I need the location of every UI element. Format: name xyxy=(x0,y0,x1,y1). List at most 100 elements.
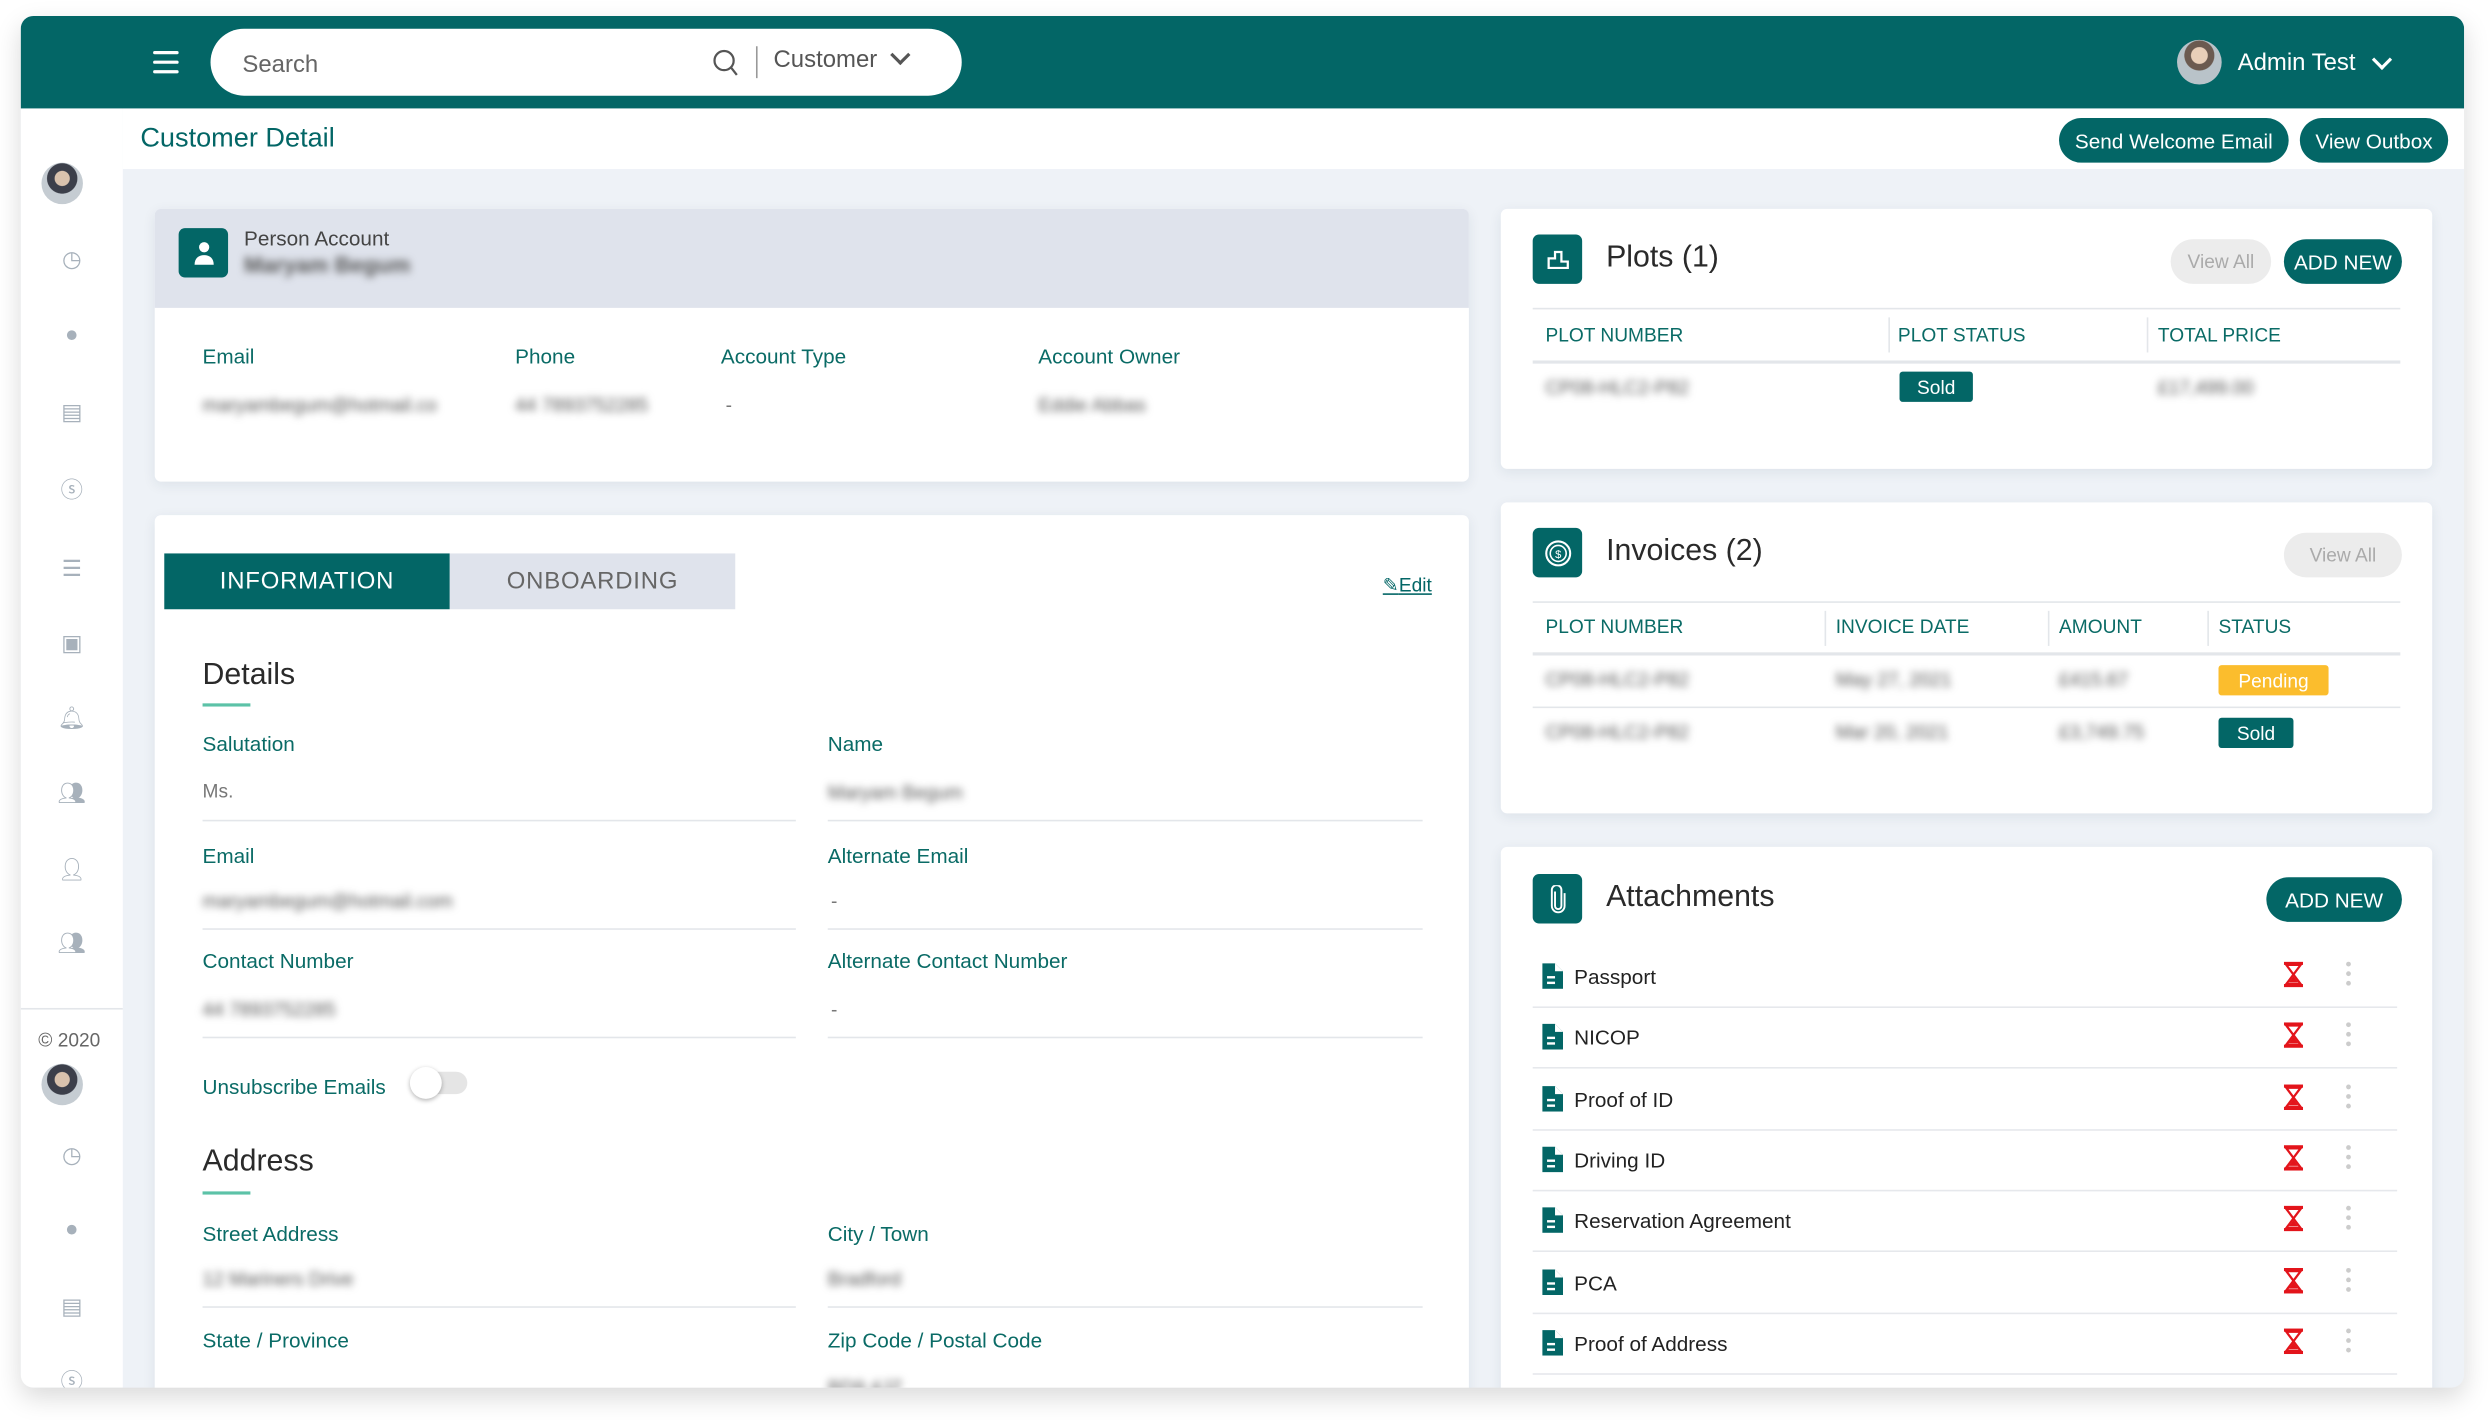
more-options-icon[interactable] xyxy=(2346,1022,2352,1052)
attachment-row: Proof of ID xyxy=(1532,1068,2398,1131)
pencil-icon: ✎ xyxy=(1382,574,1399,597)
hourglass-icon xyxy=(2283,1328,2304,1354)
attachment-name[interactable]: Passport xyxy=(1574,964,1657,989)
bell-icon[interactable]: 🔔︎ xyxy=(57,704,86,730)
attachment-name[interactable]: Reservation Agreement xyxy=(1574,1209,1791,1234)
contact-number-value: 44 7893752285 xyxy=(202,998,336,1021)
field-label: Account Owner xyxy=(1038,344,1181,369)
more-options-icon[interactable] xyxy=(2346,1328,2352,1357)
email-label: Email xyxy=(202,843,255,868)
plot-number[interactable]: CP08-HLC2-P82 xyxy=(1545,720,1690,744)
invoice-amount: £415.67 xyxy=(2059,668,2129,691)
team-icon[interactable]: 👥︎ xyxy=(57,929,86,955)
sidebar-avatar[interactable] xyxy=(41,1063,83,1106)
status-badge: Pending xyxy=(2218,665,2329,696)
account-type-label: Person Account xyxy=(244,226,390,251)
search-icon[interactable] xyxy=(713,49,739,76)
plot-number[interactable]: CP08-HLC2-P82 xyxy=(1545,376,1690,399)
search-scope-dropdown[interactable]: Customer xyxy=(774,44,911,73)
document-icon xyxy=(1542,1207,1564,1234)
clock-icon[interactable]: ◷ xyxy=(62,1141,82,1167)
dollar-icon[interactable]: ⓢ xyxy=(60,1368,83,1388)
attachment-name[interactable]: Proof of Address xyxy=(1574,1331,1728,1356)
users-icon[interactable]: ● xyxy=(65,1215,79,1241)
unsubscribe-label: Unsubscribe Emails xyxy=(202,1074,386,1099)
sidebar-avatar[interactable] xyxy=(41,162,83,205)
account-owner-value: Eddie Abbas xyxy=(1038,393,1146,417)
clock-icon[interactable]: ◷ xyxy=(62,244,82,271)
city-value: Bradford xyxy=(827,1267,902,1291)
invoices-title: Invoices (2) xyxy=(1606,534,1763,568)
unsubscribe-toggle[interactable] xyxy=(409,1066,468,1099)
email-value: maryambegum@hotmail.com xyxy=(202,889,453,913)
column-header: PLOT STATUS xyxy=(1897,323,2026,347)
attachment-row: NICOP xyxy=(1532,1007,2398,1070)
view-outbox-button[interactable]: View Outbox xyxy=(2299,118,2449,163)
zip-value: BD9 4JZ xyxy=(827,1376,903,1388)
status-badge: Sold xyxy=(1899,371,1973,402)
plots-add-new-button[interactable]: ADD NEW xyxy=(2283,239,2402,284)
total-price: £17,499.00 xyxy=(2157,376,2254,399)
group-icon[interactable]: 👥︎ xyxy=(57,779,86,805)
divider xyxy=(2146,317,2149,353)
street-value: 12 Mariners Drive xyxy=(202,1267,354,1291)
search-input[interactable] xyxy=(239,44,693,83)
account-card: Person Account Maryam Begum Email maryam… xyxy=(154,208,1469,482)
alternate-contact-label: Alternate Contact Number xyxy=(827,948,1068,973)
edit-link[interactable]: ✎Edit xyxy=(1383,574,1432,596)
more-options-icon[interactable] xyxy=(2346,961,2352,991)
city-label: City / Town xyxy=(827,1221,929,1246)
field-label: Email xyxy=(202,344,255,369)
app-window: Customer Admin Test ◷ ● ▤ ⓢ ☰ ▣ 🔔︎ 👥︎ 👤︎… xyxy=(20,15,2465,1388)
paperclip-icon xyxy=(1532,874,1583,924)
account-name: Maryam Begum xyxy=(244,251,411,278)
hourglass-icon xyxy=(2283,1083,2304,1110)
page-title: Customer Detail xyxy=(140,122,335,154)
user-avatar xyxy=(2177,39,2222,85)
chart-icon xyxy=(1532,234,1583,284)
user-menu[interactable]: Admin Test xyxy=(2177,38,2393,86)
attachment-name[interactable]: Proof of ID xyxy=(1574,1087,1674,1111)
divider xyxy=(2047,610,2050,646)
more-options-icon[interactable] xyxy=(2346,1206,2352,1235)
divider xyxy=(202,928,796,930)
more-options-icon[interactable] xyxy=(2346,1083,2352,1113)
more-options-icon[interactable] xyxy=(2346,1144,2352,1174)
attachment-name[interactable]: PCA xyxy=(1574,1270,1617,1295)
document-icon xyxy=(1542,1268,1564,1295)
alternate-email-label: Alternate Email xyxy=(827,843,969,868)
chevron-down-icon xyxy=(2371,48,2393,70)
svg-text:$: $ xyxy=(1554,548,1561,560)
information-card: INFORMATION ONBOARDING ✎Edit Details Sal… xyxy=(154,515,1469,1388)
contact-icon[interactable]: ▣ xyxy=(61,629,83,655)
attachment-name[interactable]: NICOP xyxy=(1574,1025,1640,1050)
page-header: Customer Detail Send Welcome Email View … xyxy=(122,108,2465,170)
divider xyxy=(1532,652,2401,656)
checklist-icon[interactable]: ☰ xyxy=(61,554,82,580)
plot-number[interactable]: CP08-HLC2-P82 xyxy=(1545,668,1690,691)
dollar-icon[interactable]: ⓢ xyxy=(60,476,83,503)
invoices-view-all-button[interactable]: View All xyxy=(2283,532,2402,578)
menu-icon[interactable] xyxy=(153,51,179,74)
name-value: Maryam Begum xyxy=(827,781,963,804)
column-header: PLOT NUMBER xyxy=(1545,323,1684,347)
document-icon xyxy=(1542,1146,1564,1173)
divider xyxy=(827,1306,1423,1308)
attachment-name[interactable]: Driving ID xyxy=(1574,1148,1666,1173)
tab-onboarding[interactable]: ONBOARDING xyxy=(449,553,736,610)
alternate-contact-value: - xyxy=(830,998,838,1021)
hourglass-icon xyxy=(2283,1206,2304,1232)
column-header: TOTAL PRICE xyxy=(2157,323,2281,347)
more-options-icon[interactable] xyxy=(2346,1267,2352,1296)
user-name: Admin Test xyxy=(2237,48,2356,76)
document-icon[interactable]: ▤ xyxy=(61,1292,83,1319)
send-welcome-email-button[interactable]: Send Welcome Email xyxy=(2059,118,2289,163)
attachments-add-new-button[interactable]: ADD NEW xyxy=(2266,877,2402,922)
plots-view-all-button[interactable]: View All xyxy=(2170,239,2272,284)
users-icon[interactable]: ● xyxy=(65,320,79,347)
tab-information[interactable]: INFORMATION xyxy=(164,553,450,610)
document-icon xyxy=(1542,1024,1564,1050)
account-header: Person Account Maryam Begum xyxy=(154,208,1469,308)
document-icon[interactable]: ▤ xyxy=(61,397,83,424)
user-tag-icon[interactable]: 👤︎ xyxy=(57,855,86,882)
